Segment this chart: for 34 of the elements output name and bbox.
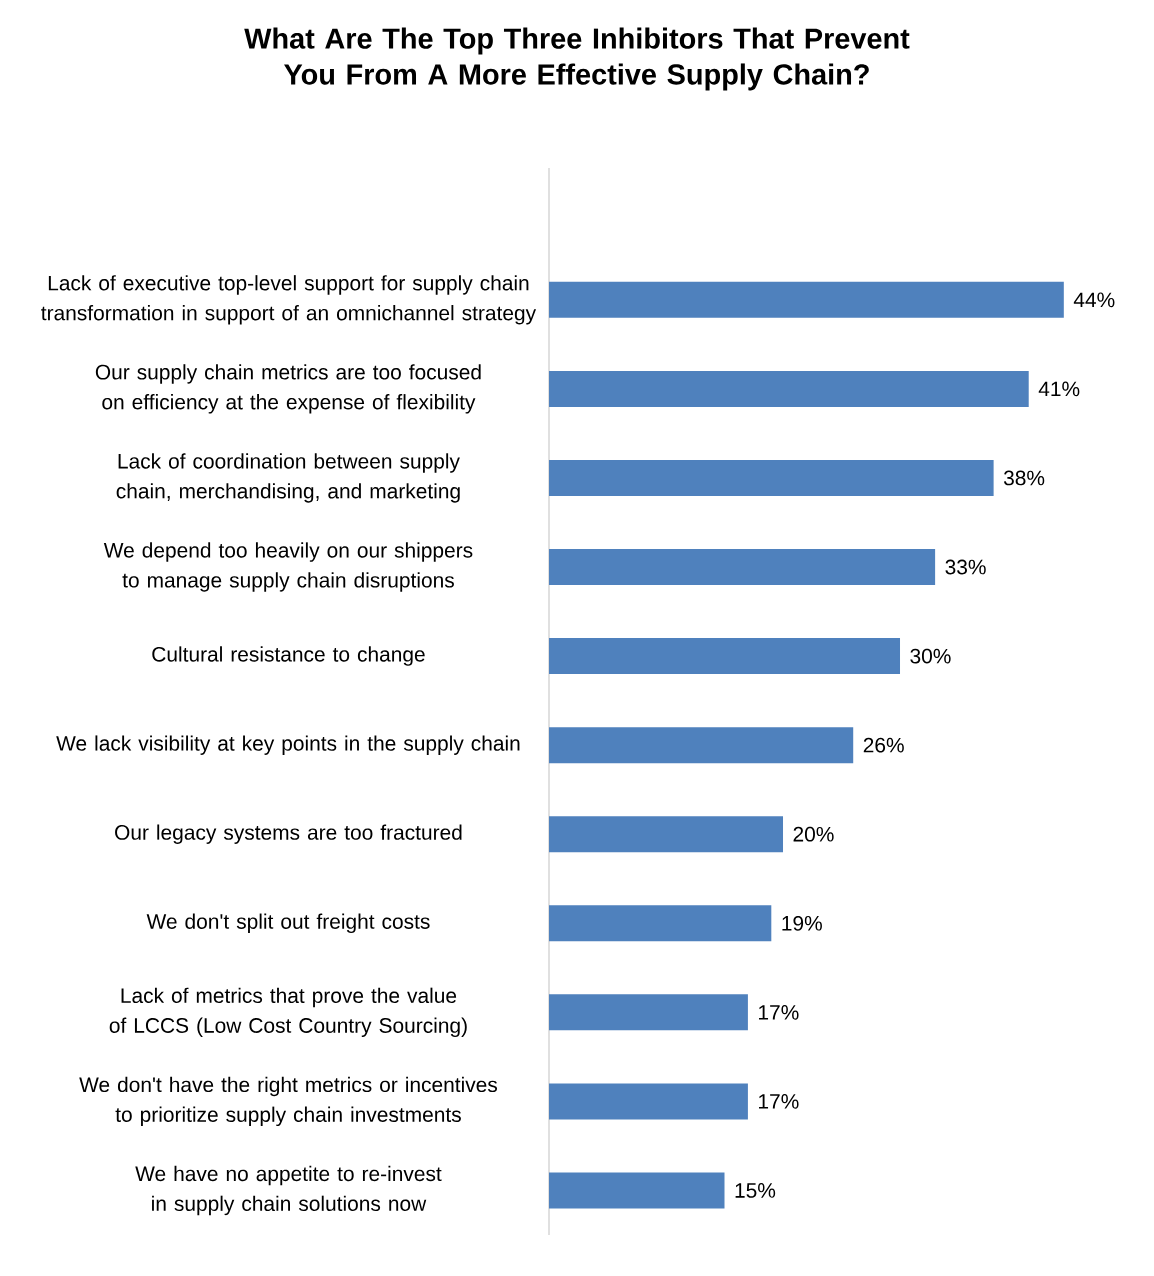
bar bbox=[549, 281, 1064, 318]
y-tick-label: Lack of metrics that prove the value of LCCS (Low Cost Country Sourcing) bbox=[109, 987, 467, 1038]
bar bbox=[549, 905, 772, 942]
y-tick-label: Cultural resistance to change bbox=[152, 646, 425, 666]
y-tick-label: We don't split out freight costs bbox=[146, 913, 430, 934]
bar bbox=[549, 816, 784, 853]
data-label: 17% bbox=[759, 1094, 799, 1109]
data-label: 20% bbox=[793, 826, 834, 842]
y-tick-label: Lack of executive top-level support for supply chain transformation in support of an omnichannel strategy bbox=[41, 275, 537, 325]
y-tick-label: We lack visibility at key points in the supply chain bbox=[56, 735, 520, 755]
y-tick-label: We don't have the right metrics or incentives to prioritize supply chain investments bbox=[79, 1076, 498, 1127]
chart-title: What Are The Top Three Inhibitors That Prevent You From A More Effective Supply Chain? bbox=[244, 27, 910, 91]
y-tick-label: Our supply chain metrics are too focused on efficiency at the expense of flexibility bbox=[95, 364, 481, 414]
bar bbox=[549, 1083, 748, 1120]
data-label: 26% bbox=[863, 737, 904, 753]
bar bbox=[549, 1172, 725, 1209]
data-label: 15% bbox=[735, 1183, 776, 1198]
data-label: 19% bbox=[782, 915, 822, 931]
data-label: 17% bbox=[759, 1005, 799, 1020]
data-label: 41% bbox=[1038, 381, 1080, 397]
bar bbox=[549, 459, 994, 496]
y-tick-label: Lack of coordination between supply chain, merchandising, and marketing bbox=[116, 453, 460, 503]
bar bbox=[549, 638, 901, 675]
bar bbox=[549, 994, 748, 1031]
data-label: 44% bbox=[1073, 292, 1115, 308]
bar bbox=[549, 370, 1029, 407]
y-tick-label: We depend too heavily on our shippers to manage supply chain disruptions bbox=[103, 542, 473, 592]
y-tick-label: We have no appetite to re-invest in supply chain solutions now bbox=[135, 1165, 442, 1216]
bar bbox=[549, 727, 854, 764]
y-tick-label: Our legacy systems are too fractured bbox=[115, 824, 462, 844]
bar bbox=[549, 549, 936, 586]
data-label: 30% bbox=[910, 648, 951, 664]
data-label: 38% bbox=[1003, 470, 1045, 486]
data-label: 33% bbox=[945, 559, 986, 575]
